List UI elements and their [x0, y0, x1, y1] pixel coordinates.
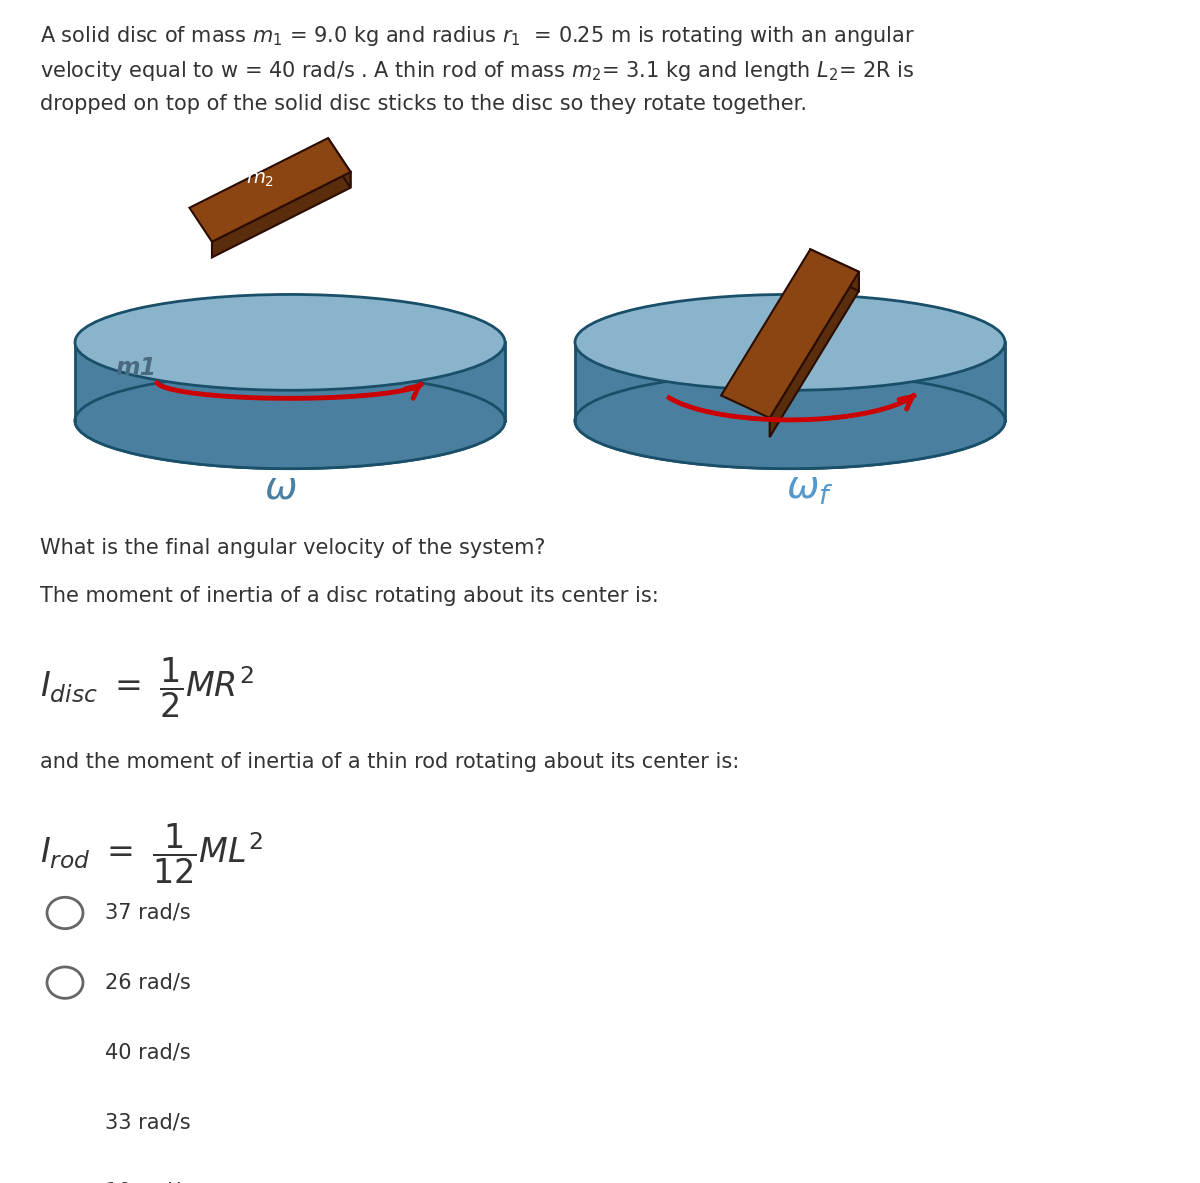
Ellipse shape [575, 295, 1006, 390]
Polygon shape [328, 138, 350, 188]
Ellipse shape [74, 295, 505, 390]
Text: $I_{rod}\ =\ \dfrac{1}{12}ML^2$: $I_{rod}\ =\ \dfrac{1}{12}ML^2$ [40, 821, 263, 886]
Text: $\omega_f$: $\omega_f$ [786, 468, 834, 506]
Text: $I_{disc}\ =\ \dfrac{1}{2}MR^2$: $I_{disc}\ =\ \dfrac{1}{2}MR^2$ [40, 655, 254, 720]
Polygon shape [74, 342, 505, 468]
Text: 40 rad/s: 40 rad/s [106, 1042, 191, 1062]
Text: dropped on top of the solid disc sticks to the disc so they rotate together.: dropped on top of the solid disc sticks … [40, 95, 808, 114]
Text: 37 rad/s: 37 rad/s [106, 903, 191, 923]
Polygon shape [212, 172, 350, 258]
Ellipse shape [74, 373, 505, 468]
Text: $m_2$: $m_2$ [246, 170, 274, 189]
Text: m1: m1 [115, 356, 156, 381]
Polygon shape [721, 250, 859, 418]
Text: What is the final angular velocity of the system?: What is the final angular velocity of th… [40, 538, 546, 558]
Polygon shape [575, 342, 1006, 468]
Text: and the moment of inertia of a thin rod rotating about its center is:: and the moment of inertia of a thin rod … [40, 751, 739, 771]
Polygon shape [810, 250, 859, 291]
Text: 10 rad/s: 10 rad/s [106, 1182, 191, 1183]
Polygon shape [769, 272, 859, 438]
Text: velocity equal to w = 40 rad/s . A thin rod of mass $\mathit{m}_2$= 3.1 kg and l: velocity equal to w = 40 rad/s . A thin … [40, 59, 914, 83]
Text: $\omega$: $\omega$ [264, 468, 296, 506]
Ellipse shape [575, 373, 1006, 468]
Polygon shape [190, 138, 350, 241]
Text: A solid disc of mass $\mathit{m}_1$ = 9.0 kg and radius $\mathit{r}_1$  = 0.25 m: A solid disc of mass $\mathit{m}_1$ = 9.… [40, 25, 916, 49]
Text: 33 rad/s: 33 rad/s [106, 1112, 191, 1132]
Text: 26 rad/s: 26 rad/s [106, 972, 191, 993]
Text: The moment of inertia of a disc rotating about its center is:: The moment of inertia of a disc rotating… [40, 587, 659, 606]
